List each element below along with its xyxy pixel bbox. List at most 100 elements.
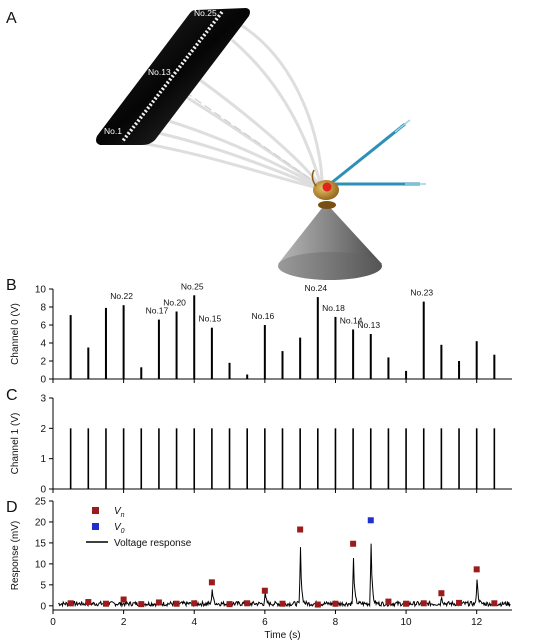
chart-channel-1: C 0 1 2 3 Channel 1 (V) [6, 387, 512, 496]
legend-swatch-vn [92, 507, 99, 514]
bar [122, 428, 125, 489]
sensor-label-no1: No.1 [104, 126, 122, 136]
legend-label-vn: Vn [114, 506, 125, 519]
bar [369, 334, 372, 379]
panel-label-d: D [6, 499, 18, 516]
bar [87, 347, 90, 379]
bar [69, 428, 72, 489]
y-tick-label: 20 [35, 517, 47, 528]
bar [316, 297, 319, 379]
vn-marker [350, 540, 357, 547]
bar [281, 428, 284, 489]
bar-annotation-label: No.18 [322, 303, 345, 313]
bar [422, 428, 425, 489]
vn-marker [208, 579, 215, 586]
vn-marker [403, 600, 410, 607]
vn-marker [120, 596, 127, 603]
vn-marker [191, 600, 198, 607]
vn-marker [67, 600, 74, 607]
x-tick-label: 12 [471, 617, 483, 628]
y-axis-title: Response (mV) [10, 521, 21, 590]
x-tick-label: 10 [401, 617, 413, 628]
bar [228, 362, 231, 379]
legend-swatch-v0 [92, 523, 99, 530]
y-tick-label: 0 [40, 375, 46, 386]
bar-annotation-label: No.13 [357, 320, 380, 330]
x-tick-label: 6 [262, 617, 268, 628]
bar [281, 351, 284, 379]
bar [263, 325, 266, 379]
bar [158, 428, 160, 489]
bar [264, 428, 266, 489]
bar [422, 301, 425, 379]
bar [228, 428, 231, 489]
y-tick-label: 4 [40, 339, 46, 350]
bar [299, 337, 302, 379]
vn-marker [473, 566, 480, 573]
bar [193, 295, 196, 379]
bar-annotation-label: No.23 [410, 288, 433, 298]
bar [405, 428, 407, 489]
bar [440, 344, 443, 379]
y-tick-label: 1 [40, 454, 46, 465]
vn-marker [102, 600, 109, 607]
bar [334, 428, 337, 489]
bar [334, 316, 337, 379]
vn-marker [491, 600, 498, 607]
bar-annotation-label: No.24 [304, 283, 327, 293]
legend-subscript: 0 [121, 528, 125, 535]
vn-marker [420, 600, 427, 607]
y-tick-label: 25 [35, 497, 47, 508]
sensor-array-panel: No.25 No.13 No.1 [96, 8, 250, 145]
vn-marker [314, 601, 321, 608]
chart-voltage-response: D 0 5 10 15 20 25 0 2 4 6 8 10 12 Vn V0 Voltage respon… [6, 497, 512, 641]
bar-annotation-label: No.16 [252, 311, 275, 321]
y-axis-title: Channel 0 (V) [10, 303, 21, 365]
bar [175, 311, 178, 379]
panel-label-c: C [6, 387, 18, 404]
bar [493, 428, 496, 489]
y-tick-label: 2 [40, 357, 46, 368]
center-fiber [174, 84, 319, 185]
x-tick-label: 8 [333, 617, 339, 628]
bar [157, 319, 160, 379]
x-tick-label: 0 [50, 617, 56, 628]
vn-marker [385, 598, 392, 605]
bar [387, 357, 390, 379]
bar [122, 305, 125, 379]
legend-label-v0: V0 [114, 522, 125, 535]
y-tick-label: 10 [35, 285, 47, 296]
bar [369, 428, 372, 489]
y-tick-label: 2 [40, 424, 46, 435]
y-tick-label: 5 [40, 580, 46, 591]
bar [299, 428, 301, 489]
sensor-strip [120, 10, 224, 144]
legend-subscript: n [121, 512, 125, 519]
vn-marker [138, 601, 145, 608]
panel-label-b: B [6, 277, 17, 294]
y-tick-label: 8 [40, 303, 46, 314]
vn-marker [456, 599, 463, 606]
bar [405, 370, 408, 379]
bar [352, 428, 354, 489]
bar [104, 307, 107, 379]
bar-annotation-label: No.22 [110, 291, 133, 301]
bar-annotation-label: No.20 [163, 298, 186, 308]
bar [140, 367, 143, 379]
x-axis-title: Time (s) [264, 630, 300, 641]
vn-marker [261, 587, 268, 594]
bar [475, 341, 478, 379]
v0-marker [367, 517, 374, 524]
bar [317, 428, 319, 489]
y-tick-label: 10 [35, 559, 47, 570]
legend: Vn V0 Voltage response [86, 506, 192, 549]
bar [193, 428, 196, 489]
bar [175, 428, 178, 489]
bar [69, 315, 72, 379]
bar-annotation-label: No.17 [146, 306, 169, 316]
bar [105, 428, 107, 489]
y-tick-label: 0 [40, 601, 46, 612]
bar [475, 428, 478, 489]
bar [440, 428, 443, 489]
recording-electrodes [329, 119, 426, 186]
